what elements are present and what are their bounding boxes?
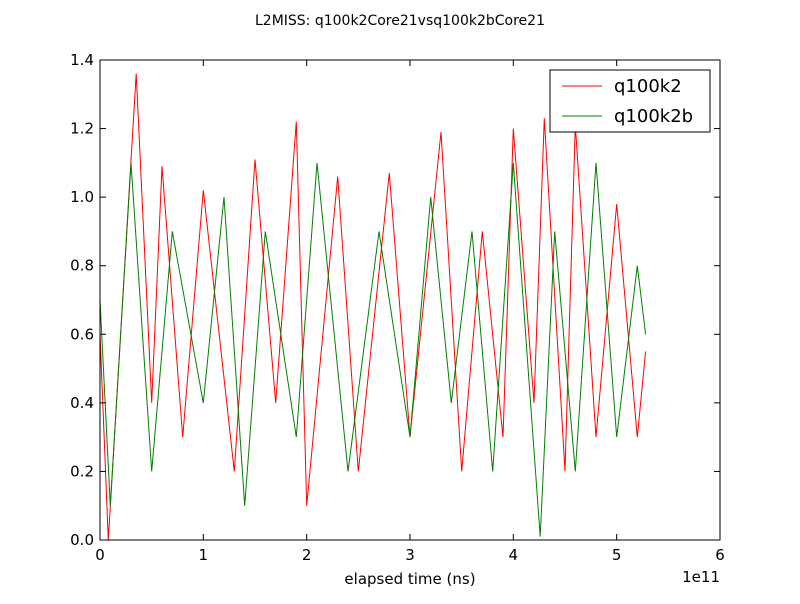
y-tick-label: 1.0 bbox=[70, 188, 94, 206]
y-tick-label: 1.4 bbox=[70, 51, 94, 69]
x-tick-label: 5 bbox=[612, 546, 622, 564]
y-tick-label: 0.4 bbox=[70, 394, 94, 412]
series-line-q100k2 bbox=[100, 73, 647, 540]
x-offset-label: 1e11 bbox=[682, 568, 720, 586]
y-tick-label: 0.6 bbox=[70, 325, 94, 343]
y-tick-label: 1.2 bbox=[70, 120, 94, 138]
y-tick-label: 0.0 bbox=[70, 531, 94, 549]
chart-title: L2MISS: q100k2Core21vsq100k2bCore21 bbox=[255, 13, 545, 29]
x-tick-label: 6 bbox=[715, 546, 725, 564]
x-tick-label: 0 bbox=[95, 546, 105, 564]
legend: q100k2 q100k2b bbox=[549, 69, 711, 133]
x-tick-label: 2 bbox=[302, 546, 312, 564]
series-line-q100k2b bbox=[100, 162, 647, 537]
y-tick-label: 0.8 bbox=[70, 257, 94, 275]
legend-frame bbox=[549, 69, 711, 133]
x-tick-label: 4 bbox=[509, 546, 519, 564]
x-tick-label: 1 bbox=[199, 546, 209, 564]
legend-label-q100k2b: q100k2b bbox=[614, 106, 693, 127]
y-tick-label: 0.2 bbox=[70, 462, 94, 480]
legend-label-q100k2: q100k2 bbox=[614, 76, 682, 97]
x-tick-label: 3 bbox=[405, 546, 415, 564]
x-axis-label: elapsed time (ns) bbox=[344, 570, 475, 588]
